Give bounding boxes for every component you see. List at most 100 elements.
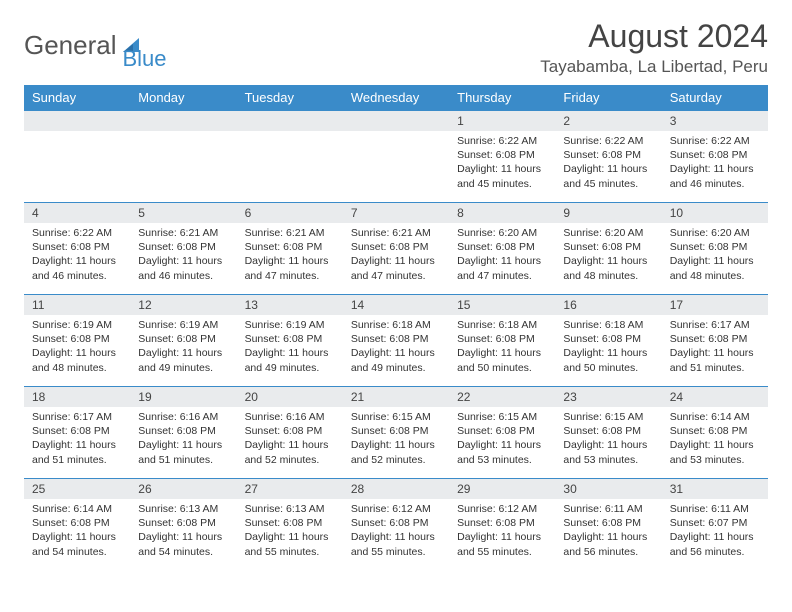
calendar-day-cell: 31Sunrise: 6:11 AMSunset: 6:07 PMDayligh…: [662, 479, 768, 571]
day-details: Sunrise: 6:21 AMSunset: 6:08 PMDaylight:…: [130, 223, 236, 288]
location: Tayabamba, La Libertad, Peru: [540, 57, 768, 77]
calendar-day-cell: 13Sunrise: 6:19 AMSunset: 6:08 PMDayligh…: [237, 295, 343, 387]
weekday-header: Saturday: [662, 85, 768, 111]
day-details: Sunrise: 6:21 AMSunset: 6:08 PMDaylight:…: [237, 223, 343, 288]
day-details: Sunrise: 6:12 AMSunset: 6:08 PMDaylight:…: [449, 499, 555, 564]
day-details: Sunrise: 6:16 AMSunset: 6:08 PMDaylight:…: [130, 407, 236, 472]
calendar-day-cell: 15Sunrise: 6:18 AMSunset: 6:08 PMDayligh…: [449, 295, 555, 387]
month-title: August 2024: [540, 18, 768, 55]
day-number: 3: [662, 111, 768, 131]
day-number: 14: [343, 295, 449, 315]
day-details: Sunrise: 6:18 AMSunset: 6:08 PMDaylight:…: [449, 315, 555, 380]
logo-text-1: General: [24, 30, 117, 61]
logo: General Blue: [24, 18, 167, 72]
day-details: Sunrise: 6:11 AMSunset: 6:08 PMDaylight:…: [555, 499, 661, 564]
calendar-day-cell: 6Sunrise: 6:21 AMSunset: 6:08 PMDaylight…: [237, 203, 343, 295]
calendar-week-row: 18Sunrise: 6:17 AMSunset: 6:08 PMDayligh…: [24, 387, 768, 479]
calendar-day-cell: 27Sunrise: 6:13 AMSunset: 6:08 PMDayligh…: [237, 479, 343, 571]
calendar-week-row: 4Sunrise: 6:22 AMSunset: 6:08 PMDaylight…: [24, 203, 768, 295]
calendar-day-cell: 5Sunrise: 6:21 AMSunset: 6:08 PMDaylight…: [130, 203, 236, 295]
calendar-day-cell: 21Sunrise: 6:15 AMSunset: 6:08 PMDayligh…: [343, 387, 449, 479]
day-number: 4: [24, 203, 130, 223]
calendar-day-cell: 2Sunrise: 6:22 AMSunset: 6:08 PMDaylight…: [555, 111, 661, 203]
calendar-day-cell: 10Sunrise: 6:20 AMSunset: 6:08 PMDayligh…: [662, 203, 768, 295]
day-number: 17: [662, 295, 768, 315]
day-details: Sunrise: 6:22 AMSunset: 6:08 PMDaylight:…: [24, 223, 130, 288]
day-number: 23: [555, 387, 661, 407]
day-details: Sunrise: 6:15 AMSunset: 6:08 PMDaylight:…: [555, 407, 661, 472]
day-details: Sunrise: 6:20 AMSunset: 6:08 PMDaylight:…: [662, 223, 768, 288]
calendar-week-row: 1Sunrise: 6:22 AMSunset: 6:08 PMDaylight…: [24, 111, 768, 203]
day-details: Sunrise: 6:20 AMSunset: 6:08 PMDaylight:…: [449, 223, 555, 288]
calendar-day-cell: 12Sunrise: 6:19 AMSunset: 6:08 PMDayligh…: [130, 295, 236, 387]
day-details: Sunrise: 6:21 AMSunset: 6:08 PMDaylight:…: [343, 223, 449, 288]
day-details: Sunrise: 6:19 AMSunset: 6:08 PMDaylight:…: [130, 315, 236, 380]
calendar-table: SundayMondayTuesdayWednesdayThursdayFrid…: [24, 85, 768, 571]
day-number: 9: [555, 203, 661, 223]
day-details: Sunrise: 6:16 AMSunset: 6:08 PMDaylight:…: [237, 407, 343, 472]
calendar-day-cell: 11Sunrise: 6:19 AMSunset: 6:08 PMDayligh…: [24, 295, 130, 387]
day-details: Sunrise: 6:13 AMSunset: 6:08 PMDaylight:…: [130, 499, 236, 564]
day-number: 1: [449, 111, 555, 131]
day-number: 20: [237, 387, 343, 407]
day-number: 13: [237, 295, 343, 315]
calendar-day-cell: [343, 111, 449, 203]
header: General Blue August 2024 Tayabamba, La L…: [24, 18, 768, 77]
day-number: 5: [130, 203, 236, 223]
day-number: 10: [662, 203, 768, 223]
day-details: Sunrise: 6:17 AMSunset: 6:08 PMDaylight:…: [662, 315, 768, 380]
day-number: 2: [555, 111, 661, 131]
day-details: Sunrise: 6:22 AMSunset: 6:08 PMDaylight:…: [449, 131, 555, 196]
day-number: 29: [449, 479, 555, 499]
calendar-day-cell: 18Sunrise: 6:17 AMSunset: 6:08 PMDayligh…: [24, 387, 130, 479]
calendar-day-cell: 23Sunrise: 6:15 AMSunset: 6:08 PMDayligh…: [555, 387, 661, 479]
day-number: 8: [449, 203, 555, 223]
day-details: Sunrise: 6:19 AMSunset: 6:08 PMDaylight:…: [24, 315, 130, 380]
day-number: 28: [343, 479, 449, 499]
day-number: 25: [24, 479, 130, 499]
day-number: 26: [130, 479, 236, 499]
day-number: 15: [449, 295, 555, 315]
day-details: Sunrise: 6:15 AMSunset: 6:08 PMDaylight:…: [449, 407, 555, 472]
day-number: 21: [343, 387, 449, 407]
day-details: Sunrise: 6:14 AMSunset: 6:08 PMDaylight:…: [662, 407, 768, 472]
day-details: Sunrise: 6:17 AMSunset: 6:08 PMDaylight:…: [24, 407, 130, 472]
calendar-day-cell: 16Sunrise: 6:18 AMSunset: 6:08 PMDayligh…: [555, 295, 661, 387]
day-details: Sunrise: 6:18 AMSunset: 6:08 PMDaylight:…: [555, 315, 661, 380]
calendar-body: 1Sunrise: 6:22 AMSunset: 6:08 PMDaylight…: [24, 111, 768, 571]
calendar-day-cell: 29Sunrise: 6:12 AMSunset: 6:08 PMDayligh…: [449, 479, 555, 571]
calendar-week-row: 11Sunrise: 6:19 AMSunset: 6:08 PMDayligh…: [24, 295, 768, 387]
day-number-empty: [237, 111, 343, 131]
logo-text-2: Blue: [123, 46, 167, 72]
day-details: Sunrise: 6:20 AMSunset: 6:08 PMDaylight:…: [555, 223, 661, 288]
day-details: Sunrise: 6:14 AMSunset: 6:08 PMDaylight:…: [24, 499, 130, 564]
calendar-day-cell: 22Sunrise: 6:15 AMSunset: 6:08 PMDayligh…: [449, 387, 555, 479]
day-number: 27: [237, 479, 343, 499]
calendar-day-cell: [24, 111, 130, 203]
day-details: Sunrise: 6:11 AMSunset: 6:07 PMDaylight:…: [662, 499, 768, 564]
day-number: 31: [662, 479, 768, 499]
weekday-header: Friday: [555, 85, 661, 111]
day-number: 19: [130, 387, 236, 407]
weekday-header: Thursday: [449, 85, 555, 111]
day-details: Sunrise: 6:12 AMSunset: 6:08 PMDaylight:…: [343, 499, 449, 564]
weekday-header: Monday: [130, 85, 236, 111]
day-number: 11: [24, 295, 130, 315]
weekday-header: Tuesday: [237, 85, 343, 111]
calendar-day-cell: 7Sunrise: 6:21 AMSunset: 6:08 PMDaylight…: [343, 203, 449, 295]
calendar-day-cell: 30Sunrise: 6:11 AMSunset: 6:08 PMDayligh…: [555, 479, 661, 571]
calendar-day-cell: 3Sunrise: 6:22 AMSunset: 6:08 PMDaylight…: [662, 111, 768, 203]
day-number: 30: [555, 479, 661, 499]
day-number: 7: [343, 203, 449, 223]
calendar-day-cell: 1Sunrise: 6:22 AMSunset: 6:08 PMDaylight…: [449, 111, 555, 203]
day-number: 22: [449, 387, 555, 407]
calendar-day-cell: 24Sunrise: 6:14 AMSunset: 6:08 PMDayligh…: [662, 387, 768, 479]
calendar-day-cell: [237, 111, 343, 203]
weekday-header: Sunday: [24, 85, 130, 111]
calendar-day-cell: 20Sunrise: 6:16 AMSunset: 6:08 PMDayligh…: [237, 387, 343, 479]
day-details: Sunrise: 6:19 AMSunset: 6:08 PMDaylight:…: [237, 315, 343, 380]
day-details: Sunrise: 6:13 AMSunset: 6:08 PMDaylight:…: [237, 499, 343, 564]
day-details: Sunrise: 6:15 AMSunset: 6:08 PMDaylight:…: [343, 407, 449, 472]
day-number: 12: [130, 295, 236, 315]
calendar-day-cell: 8Sunrise: 6:20 AMSunset: 6:08 PMDaylight…: [449, 203, 555, 295]
